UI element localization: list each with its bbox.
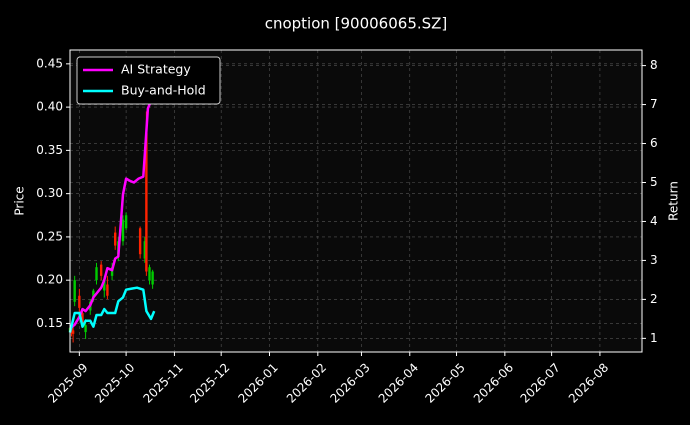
candle-body <box>106 284 109 296</box>
candle-body <box>151 271 154 285</box>
candle-body <box>92 290 95 298</box>
candle-body <box>121 219 125 242</box>
legend-label-ai-strategy: AI Strategy <box>121 62 191 77</box>
y2-tick-label: 7 <box>650 97 658 111</box>
candle-body <box>99 264 103 276</box>
y-tick-label: 0.40 <box>36 100 63 114</box>
y-tick-label: 0.20 <box>36 273 63 287</box>
y2-tick-label: 3 <box>650 253 658 267</box>
candle-body <box>95 267 98 281</box>
series-line-ai-strategy <box>69 80 156 330</box>
y-axis-left: 0.15 0.20 0.25 0.30 0.35 0.40 0.45 <box>36 56 70 330</box>
candle-body <box>84 325 87 333</box>
candle-body <box>143 241 147 259</box>
plot-frame <box>69 49 643 353</box>
series-line-buy-and-hold <box>68 286 156 333</box>
candle-body <box>110 267 114 276</box>
candle-body <box>71 330 75 334</box>
series-lines <box>68 80 156 333</box>
candle-body <box>103 280 106 291</box>
y-tick-label: 0.35 <box>36 143 63 157</box>
y-axis-right-label: Return <box>667 181 681 221</box>
chart-title: cnoption [90006065.SZ] <box>265 15 448 33</box>
legend-label-buy-and-hold: Buy-and-Hold <box>121 83 206 98</box>
y2-tick-label: 6 <box>650 136 658 150</box>
y2-tick-label: 4 <box>650 214 658 228</box>
candle-body <box>138 228 142 255</box>
y-tick-label: 0.30 <box>36 186 63 200</box>
candle-body <box>81 313 84 324</box>
candle-body <box>113 232 117 246</box>
y2-tick-label: 5 <box>650 175 658 189</box>
candle-body <box>78 295 81 308</box>
legend: AI Strategy Buy-and-Hold <box>76 56 221 105</box>
y2-tick-label: 2 <box>650 292 658 306</box>
y-axis-left-label: Price <box>13 186 27 215</box>
candle-body <box>148 267 151 281</box>
y-axis-right: 1 2 3 4 5 6 7 8 <box>642 58 658 345</box>
y-tick-label: 0.45 <box>36 56 63 70</box>
candle-body <box>124 215 128 229</box>
y-tick-label: 0.15 <box>36 316 63 330</box>
y-tick-label: 0.25 <box>36 229 63 243</box>
y2-tick-label: 1 <box>650 331 658 345</box>
candle-body <box>73 280 76 302</box>
candle-body <box>145 133 148 272</box>
y2-tick-label: 8 <box>650 58 658 72</box>
